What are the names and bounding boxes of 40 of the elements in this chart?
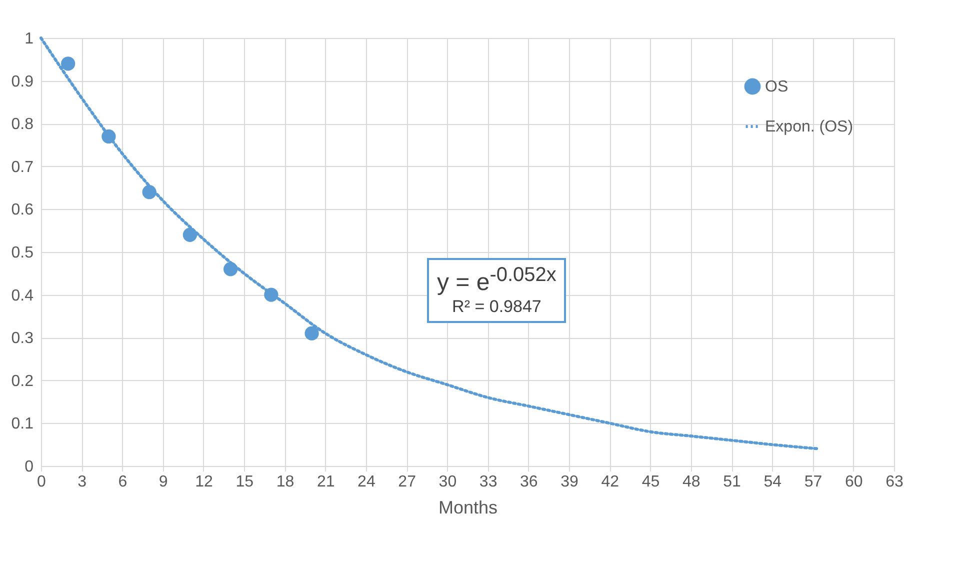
x-tick-label: 63 <box>886 474 904 490</box>
point <box>61 56 76 71</box>
y-tick-label: 0 <box>24 458 34 476</box>
x-tick-label: 15 <box>236 474 254 490</box>
x-tick-label: 21 <box>316 474 335 490</box>
annotation: R² = 0.9847 <box>451 297 542 317</box>
x-tick-label: 18 <box>276 474 294 490</box>
x-tick-label: 60 <box>844 474 863 490</box>
x-tick-label: 0 <box>37 474 46 490</box>
annotation: y = e$^{-0.052x}$ <box>437 264 556 297</box>
x-tick-label: 3 <box>78 474 87 490</box>
y-tick-label: 0.1 <box>11 416 34 433</box>
x-tick-label: 12 <box>195 474 213 490</box>
legend-label: Expon. (OS) <box>765 118 854 136</box>
y-tick-label: 0.9 <box>11 73 34 90</box>
y-tick-label: 0.6 <box>11 202 34 219</box>
y-tick-label: 0.4 <box>11 287 34 304</box>
x-tick-label: 48 <box>682 474 700 490</box>
x-tick-label: 42 <box>601 474 620 490</box>
point <box>304 326 319 340</box>
x-tick-label: 45 <box>642 474 660 490</box>
y-tick-label: 0.7 <box>11 158 34 176</box>
x-axis-title: Months <box>438 498 498 518</box>
y-tick-label: 1 <box>24 30 34 48</box>
y-tick-label: 0.3 <box>11 330 34 348</box>
x-tick-label: 39 <box>560 474 579 490</box>
x-tick-label: 54 <box>764 474 782 490</box>
x-tick-label: 9 <box>158 474 168 490</box>
x-tick-label: 6 <box>118 474 128 490</box>
legend-label: OS <box>765 78 788 96</box>
x-tick-label: 57 <box>804 474 822 490</box>
x-tick-label: 30 <box>438 474 457 490</box>
y-tick-label: 0.2 <box>11 372 34 390</box>
x-tick-label: 51 <box>723 474 742 490</box>
x-tick-label: 33 <box>479 474 498 490</box>
x-tick-label: 36 <box>520 474 538 490</box>
y-tick-label: 0.5 <box>11 244 34 262</box>
y-tick-label: 0.8 <box>11 116 34 134</box>
x-tick-label: 27 <box>398 474 416 490</box>
x-tick-label: 24 <box>358 474 376 490</box>
